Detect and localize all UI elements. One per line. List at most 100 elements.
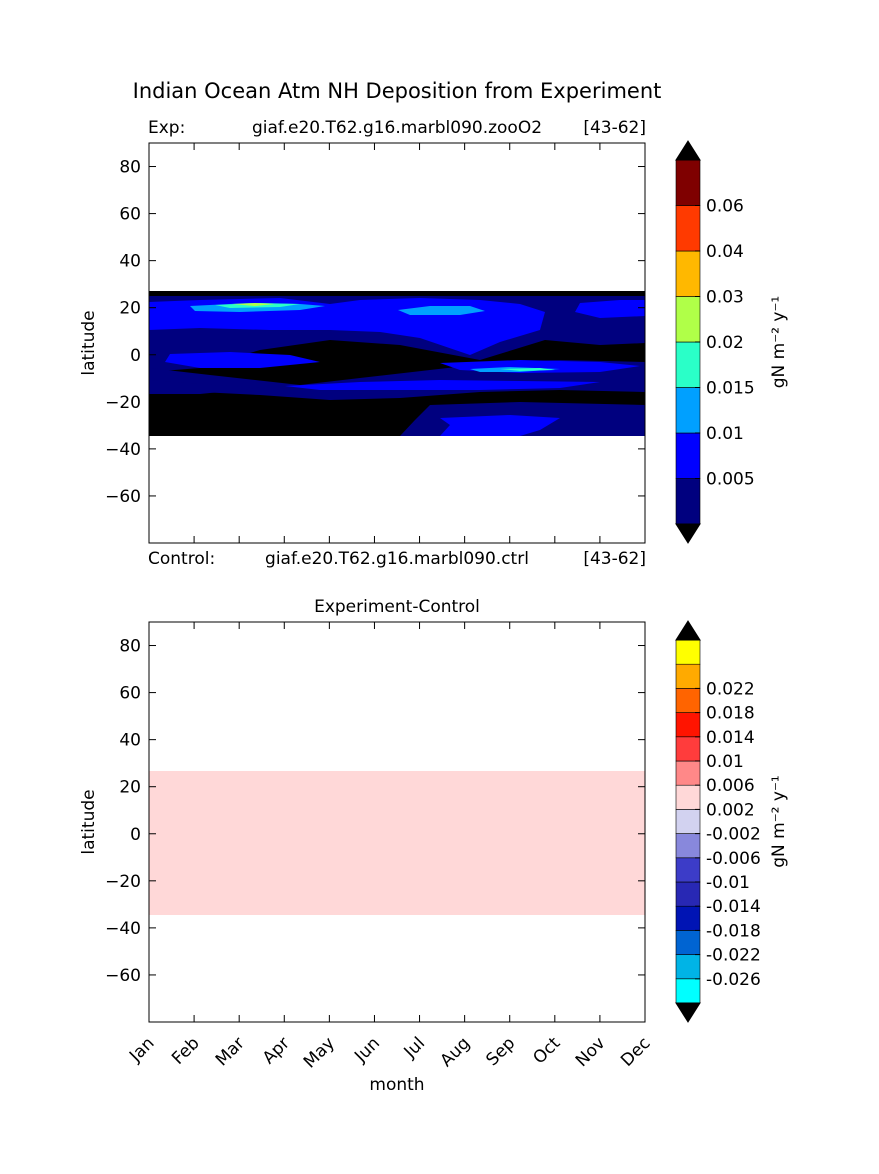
x-tick-label: Aug bbox=[437, 1033, 475, 1071]
colorbar-tick-label: 0.014 bbox=[706, 728, 755, 748]
x-tick-label: May bbox=[300, 1033, 339, 1072]
y-tick-label: 20 bbox=[119, 778, 141, 798]
colorbar-tick-label: -0.014 bbox=[706, 897, 761, 917]
ctrl-label: Control: bbox=[148, 549, 215, 569]
colorbar-segment bbox=[675, 688, 701, 713]
y-tick-label: −20 bbox=[105, 872, 141, 892]
colorbar-tick-label: 0.022 bbox=[706, 679, 755, 699]
field-region-lightblue-2 bbox=[398, 306, 485, 315]
colorbar-segment bbox=[675, 760, 701, 786]
plot-frame-2 bbox=[148, 621, 646, 1023]
diff-title: Experiment-Control bbox=[314, 597, 480, 617]
difference-panel bbox=[149, 771, 645, 915]
y-tick-label: 0 bbox=[130, 825, 141, 845]
colorbar-segment bbox=[675, 809, 701, 834]
y-tick-label: 20 bbox=[119, 299, 141, 319]
y-tick-label: 40 bbox=[119, 731, 141, 751]
plot-frame-1 bbox=[148, 142, 646, 544]
figure-title: Indian Ocean Atm NH Deposition from Expe… bbox=[133, 79, 662, 103]
colorbar-tick-label: 0.006 bbox=[706, 776, 755, 796]
colorbar-segment bbox=[675, 857, 701, 883]
colorbar-tick-label: 0.06 bbox=[706, 197, 744, 217]
colorbar-under-arrow bbox=[675, 1002, 701, 1023]
colorbar-over-arrow bbox=[675, 620, 701, 641]
field-region-teal-2 bbox=[500, 368, 555, 371]
colorbar-label: gN m⁻² y⁻¹ bbox=[769, 296, 789, 389]
colorbar-segment bbox=[675, 159, 701, 206]
x-tick-label: Apr bbox=[259, 1033, 294, 1068]
colorbar-tick-label: 0.015 bbox=[706, 379, 755, 399]
colorbar-segment bbox=[675, 205, 701, 252]
colorbar-tick-label: -0.022 bbox=[706, 946, 761, 966]
colorbar-tick-label: 0.04 bbox=[706, 242, 744, 262]
colorbar-segment bbox=[675, 387, 701, 434]
y-tick-label: −60 bbox=[105, 966, 141, 986]
colorbar-over-arrow bbox=[675, 140, 701, 161]
x-tick-label: Sep bbox=[482, 1033, 519, 1070]
colorbar-segment bbox=[675, 954, 701, 980]
field-region-blue-west bbox=[165, 352, 320, 368]
colorbar-tick-label: 0.018 bbox=[706, 704, 755, 724]
y-tick-label: 40 bbox=[119, 252, 141, 272]
difference-fill bbox=[149, 771, 645, 915]
colorbar-tick-label: 0.005 bbox=[706, 470, 755, 490]
colorbar-segment bbox=[675, 833, 701, 859]
colorbar-segment bbox=[675, 296, 701, 343]
y-axis-label: latitude bbox=[79, 789, 99, 854]
x-tick-label: Dec bbox=[617, 1033, 654, 1070]
y-tick-label: −20 bbox=[105, 393, 141, 413]
colorbar-tick-label: -0.006 bbox=[706, 849, 761, 869]
y-tick-label: 0 bbox=[130, 346, 141, 366]
experiment-panel bbox=[149, 291, 645, 436]
colorbar-tick-label: -0.01 bbox=[706, 873, 750, 893]
colorbar-tick-label: 0.03 bbox=[706, 288, 744, 308]
colorbar-segment bbox=[675, 432, 701, 479]
colorbar-segment bbox=[675, 250, 701, 297]
colorbar-segment bbox=[675, 736, 701, 762]
colorbar-tick-label: 0.01 bbox=[706, 752, 744, 772]
x-tick-label: Jan bbox=[125, 1033, 158, 1066]
colorbar-under-arrow bbox=[675, 523, 701, 544]
colorbar-tick-label: 0.002 bbox=[706, 800, 755, 820]
colorbar-segment bbox=[675, 341, 701, 388]
experiment-field bbox=[149, 291, 645, 436]
x-tick-label: Jun bbox=[350, 1033, 384, 1067]
x-tick-label: Feb bbox=[168, 1033, 203, 1068]
colorbar-label: gN m⁻² y⁻¹ bbox=[769, 775, 789, 868]
colorbar-segment bbox=[675, 905, 701, 931]
colorbar-tick-label: 0.01 bbox=[706, 424, 744, 444]
y-tick-label: −40 bbox=[105, 440, 141, 460]
exp-case: giaf.e20.T62.g16.marbl090.zooO2 bbox=[252, 118, 542, 138]
colorbar-segment bbox=[675, 881, 701, 907]
x-tick-label: Nov bbox=[572, 1033, 610, 1071]
x-tick-label: Jul bbox=[400, 1033, 429, 1062]
field-region-blue-east bbox=[575, 300, 645, 318]
y-axis-label: latitude bbox=[79, 310, 99, 375]
y-tick-label: −40 bbox=[105, 919, 141, 939]
field-region-blue-mid2 bbox=[285, 380, 600, 390]
x-axis-label: month bbox=[369, 1075, 424, 1095]
field-region-navy-left bbox=[149, 380, 260, 394]
y-tick-label: 80 bbox=[119, 637, 141, 657]
colorbar-tick-label: -0.018 bbox=[706, 921, 761, 941]
ctrl-years: [43-62] bbox=[583, 549, 646, 569]
colorbar-tick-label: 0.02 bbox=[706, 333, 744, 353]
field-region-blue-south bbox=[440, 415, 560, 436]
colorbar-segment bbox=[675, 784, 701, 810]
colorbar-segment bbox=[675, 930, 701, 955]
colorbar-segment bbox=[675, 639, 701, 665]
colorbar-tick-label: -0.002 bbox=[706, 825, 761, 845]
ctrl-case: giaf.e20.T62.g16.marbl090.ctrl bbox=[265, 549, 529, 569]
field-region-yellowgreen bbox=[232, 303, 275, 306]
y-tick-label: 80 bbox=[119, 158, 141, 178]
y-tick-label: 60 bbox=[119, 205, 141, 225]
colorbar-segment bbox=[675, 712, 701, 738]
colorbar-segment bbox=[675, 978, 701, 1004]
colorbar-segment bbox=[675, 478, 701, 525]
exp-years: [43-62] bbox=[583, 118, 646, 138]
exp-label: Exp: bbox=[148, 118, 185, 138]
colorbar-tick-label: -0.026 bbox=[706, 970, 761, 990]
colorbar-segment bbox=[675, 663, 701, 689]
y-tick-label: −60 bbox=[105, 487, 141, 507]
